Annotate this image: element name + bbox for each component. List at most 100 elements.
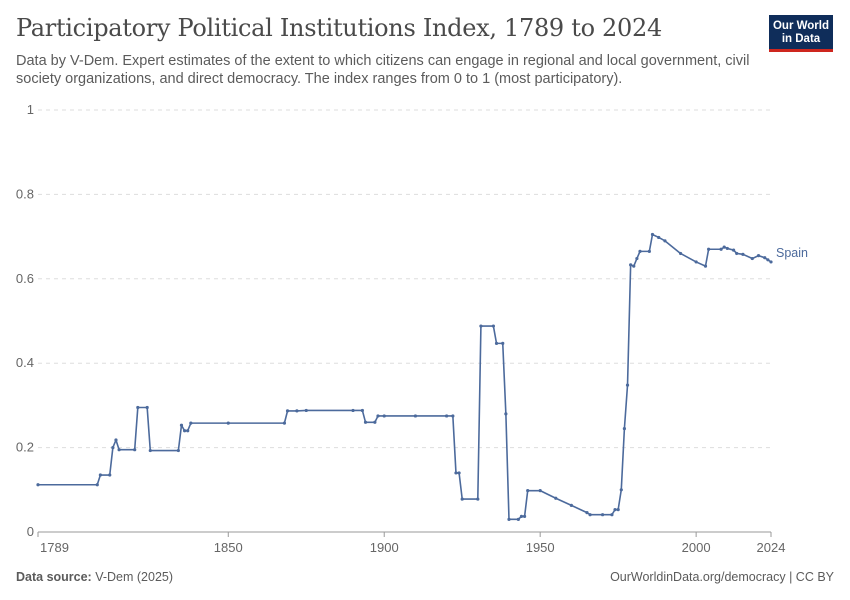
data-point[interactable] [625, 383, 630, 387]
series-label-spain: Spain [776, 246, 808, 260]
data-point[interactable] [148, 448, 152, 453]
owid-logo[interactable]: Our World in Data [769, 15, 833, 52]
source-link[interactable]: OurWorldinData.org/democracy | CC BY [610, 570, 834, 584]
data-point[interactable] [585, 510, 589, 515]
data-point[interactable] [616, 508, 620, 512]
logo-line-1: Our World [772, 20, 829, 32]
data-point[interactable] [569, 503, 573, 508]
data-point[interactable] [133, 448, 137, 452]
data-point[interactable] [476, 497, 480, 501]
x-tick-label: 1950 [526, 540, 555, 555]
data-point[interactable] [501, 341, 505, 345]
data-point[interactable] [304, 408, 308, 413]
data-point[interactable] [373, 420, 377, 424]
data-point[interactable] [183, 429, 187, 433]
y-tick-label: 0 [27, 524, 34, 539]
data-point[interactable] [451, 414, 455, 418]
y-tick-label: 0.2 [16, 440, 34, 455]
data-point[interactable] [678, 251, 683, 256]
data-point[interactable] [526, 489, 530, 493]
data-point[interactable] [613, 508, 617, 512]
data-point[interactable] [763, 256, 767, 260]
data-point[interactable] [647, 249, 651, 253]
data-point[interactable] [638, 249, 642, 253]
data-point[interactable] [554, 496, 558, 500]
data-point[interactable] [588, 513, 592, 517]
data-point[interactable] [117, 448, 121, 452]
data-point[interactable] [445, 414, 449, 418]
data-point[interactable] [494, 341, 499, 345]
data-point[interactable] [600, 513, 605, 517]
data-point[interactable] [454, 471, 458, 475]
data-point[interactable] [360, 408, 364, 413]
x-tick-label: 1850 [214, 540, 243, 555]
data-point[interactable] [460, 497, 464, 501]
data-point[interactable] [504, 412, 508, 416]
y-tick-label: 0.6 [16, 271, 34, 286]
data-point[interactable] [522, 514, 527, 518]
data-point[interactable] [741, 252, 745, 256]
data-point[interactable] [766, 258, 770, 262]
data-point[interactable] [769, 260, 773, 264]
data-point[interactable] [136, 405, 140, 410]
data-point[interactable] [663, 239, 667, 243]
data-point[interactable] [735, 251, 739, 256]
data-point[interactable] [114, 438, 118, 442]
series-layer: Spain [36, 232, 808, 521]
data-point[interactable] [479, 324, 483, 328]
data-point[interactable] [725, 246, 729, 251]
data-point[interactable] [538, 489, 542, 493]
data-point[interactable] [650, 232, 655, 237]
data-point[interactable] [413, 414, 418, 418]
data-point[interactable] [179, 423, 184, 427]
series-line-spain[interactable] [38, 233, 772, 521]
data-source-label: Data source: [16, 570, 92, 584]
data-point[interactable] [376, 414, 380, 418]
data-point[interactable] [756, 253, 761, 258]
data-point[interactable] [457, 471, 461, 475]
chart-title: Participatory Political Institutions Ind… [16, 14, 662, 42]
data-point[interactable] [516, 517, 520, 521]
logo-line-2: in Data [781, 33, 821, 45]
data-point[interactable] [382, 414, 386, 418]
data-point[interactable] [629, 263, 633, 267]
data-point[interactable] [491, 324, 495, 328]
chart-subtitle: Data by V-Dem. Expert estimates of the e… [16, 53, 750, 87]
data-point[interactable] [703, 264, 708, 268]
data-point[interactable] [176, 448, 180, 453]
data-point[interactable] [95, 483, 99, 487]
data-point[interactable] [36, 483, 40, 487]
axis-layer: 0 0.2 0.4 0.6 0.8 1 1789 1850 1900 1950 2000 2024 [16, 102, 786, 555]
data-point[interactable] [351, 408, 355, 413]
data-point[interactable] [186, 429, 190, 433]
x-tick-label: 1900 [370, 540, 399, 555]
data-point[interactable] [694, 260, 698, 264]
data-point[interactable] [507, 517, 511, 521]
data-point[interactable] [189, 421, 193, 425]
y-tick-label: 1 [27, 102, 34, 117]
data-point[interactable] [98, 473, 102, 477]
data-point[interactable] [622, 427, 627, 431]
data-point[interactable] [282, 421, 287, 425]
data-point[interactable] [108, 473, 112, 477]
data-point[interactable] [363, 420, 368, 424]
data-point[interactable] [285, 409, 290, 413]
x-tick-label: 2024 [757, 540, 786, 555]
data-point[interactable] [632, 264, 636, 268]
data-point[interactable] [750, 256, 754, 261]
data-point[interactable] [707, 247, 711, 251]
data-point[interactable] [635, 256, 639, 261]
data-point[interactable] [111, 446, 115, 450]
data-point[interactable] [731, 248, 736, 252]
data-point[interactable] [295, 409, 299, 413]
data-point[interactable] [719, 247, 723, 251]
data-point[interactable] [226, 421, 230, 425]
data-point[interactable] [145, 405, 149, 410]
data-point[interactable] [619, 488, 623, 492]
data-source-value: V-Dem (2025) [95, 570, 174, 584]
data-point[interactable] [722, 245, 726, 249]
data-point[interactable] [657, 235, 661, 240]
data-point[interactable] [610, 513, 614, 517]
y-tick-label: 0.8 [16, 186, 34, 201]
data-point[interactable] [519, 514, 524, 518]
